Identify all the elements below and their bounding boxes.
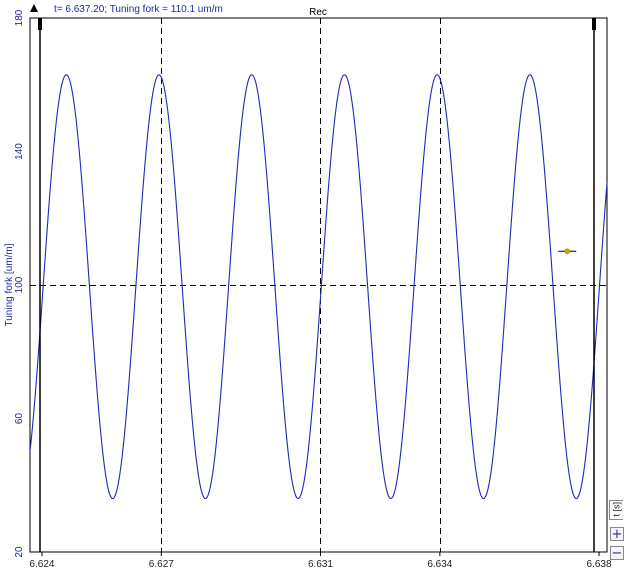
x-tick-label: 6.638 <box>587 559 612 569</box>
tuning-fork-trace <box>29 74 608 500</box>
cursor-arrow-icon <box>30 4 38 12</box>
marker-layer[interactable] <box>30 4 596 552</box>
start-marker-handle[interactable] <box>38 18 42 30</box>
x-tick-label: 6.634 <box>427 559 452 569</box>
x-tick-label: 6.627 <box>149 559 174 569</box>
zoom-out-button[interactable]: − <box>610 546 624 560</box>
x-unit-label: t [s] <box>611 501 622 517</box>
y-tick-label: 180 <box>14 9 25 26</box>
cursor-point[interactable] <box>564 248 570 255</box>
minus-icon: − <box>611 546 623 561</box>
zoom-in-button[interactable]: + <box>610 527 624 541</box>
y-tick-label: 60 <box>14 413 25 425</box>
x-tick-label: 6.631 <box>308 559 333 569</box>
y-axis-label: Tuning fork [um/m] <box>4 243 15 326</box>
plus-icon: + <box>611 527 623 542</box>
plot-border <box>29 17 608 553</box>
tick-labels: 6.624 6.627 6.631 6.634 6.638 180 140 100 60 20 <box>14 9 612 569</box>
x-unit-tab[interactable]: t [s] <box>609 500 623 520</box>
chart-title: Rec <box>309 7 327 18</box>
grid-layer <box>30 18 607 552</box>
plot-frame <box>29 17 608 553</box>
cursor-readout: t= 6.637.20; Tuning fork = 110.1 um/m <box>54 4 223 15</box>
y-tick-label: 140 <box>14 143 25 160</box>
x-tick-label: 6.624 <box>29 559 54 569</box>
end-marker-handle[interactable] <box>592 18 596 30</box>
trace-layer <box>29 74 608 500</box>
y-tick-label: 20 <box>14 546 25 558</box>
y-tick-label: 100 <box>14 276 25 293</box>
